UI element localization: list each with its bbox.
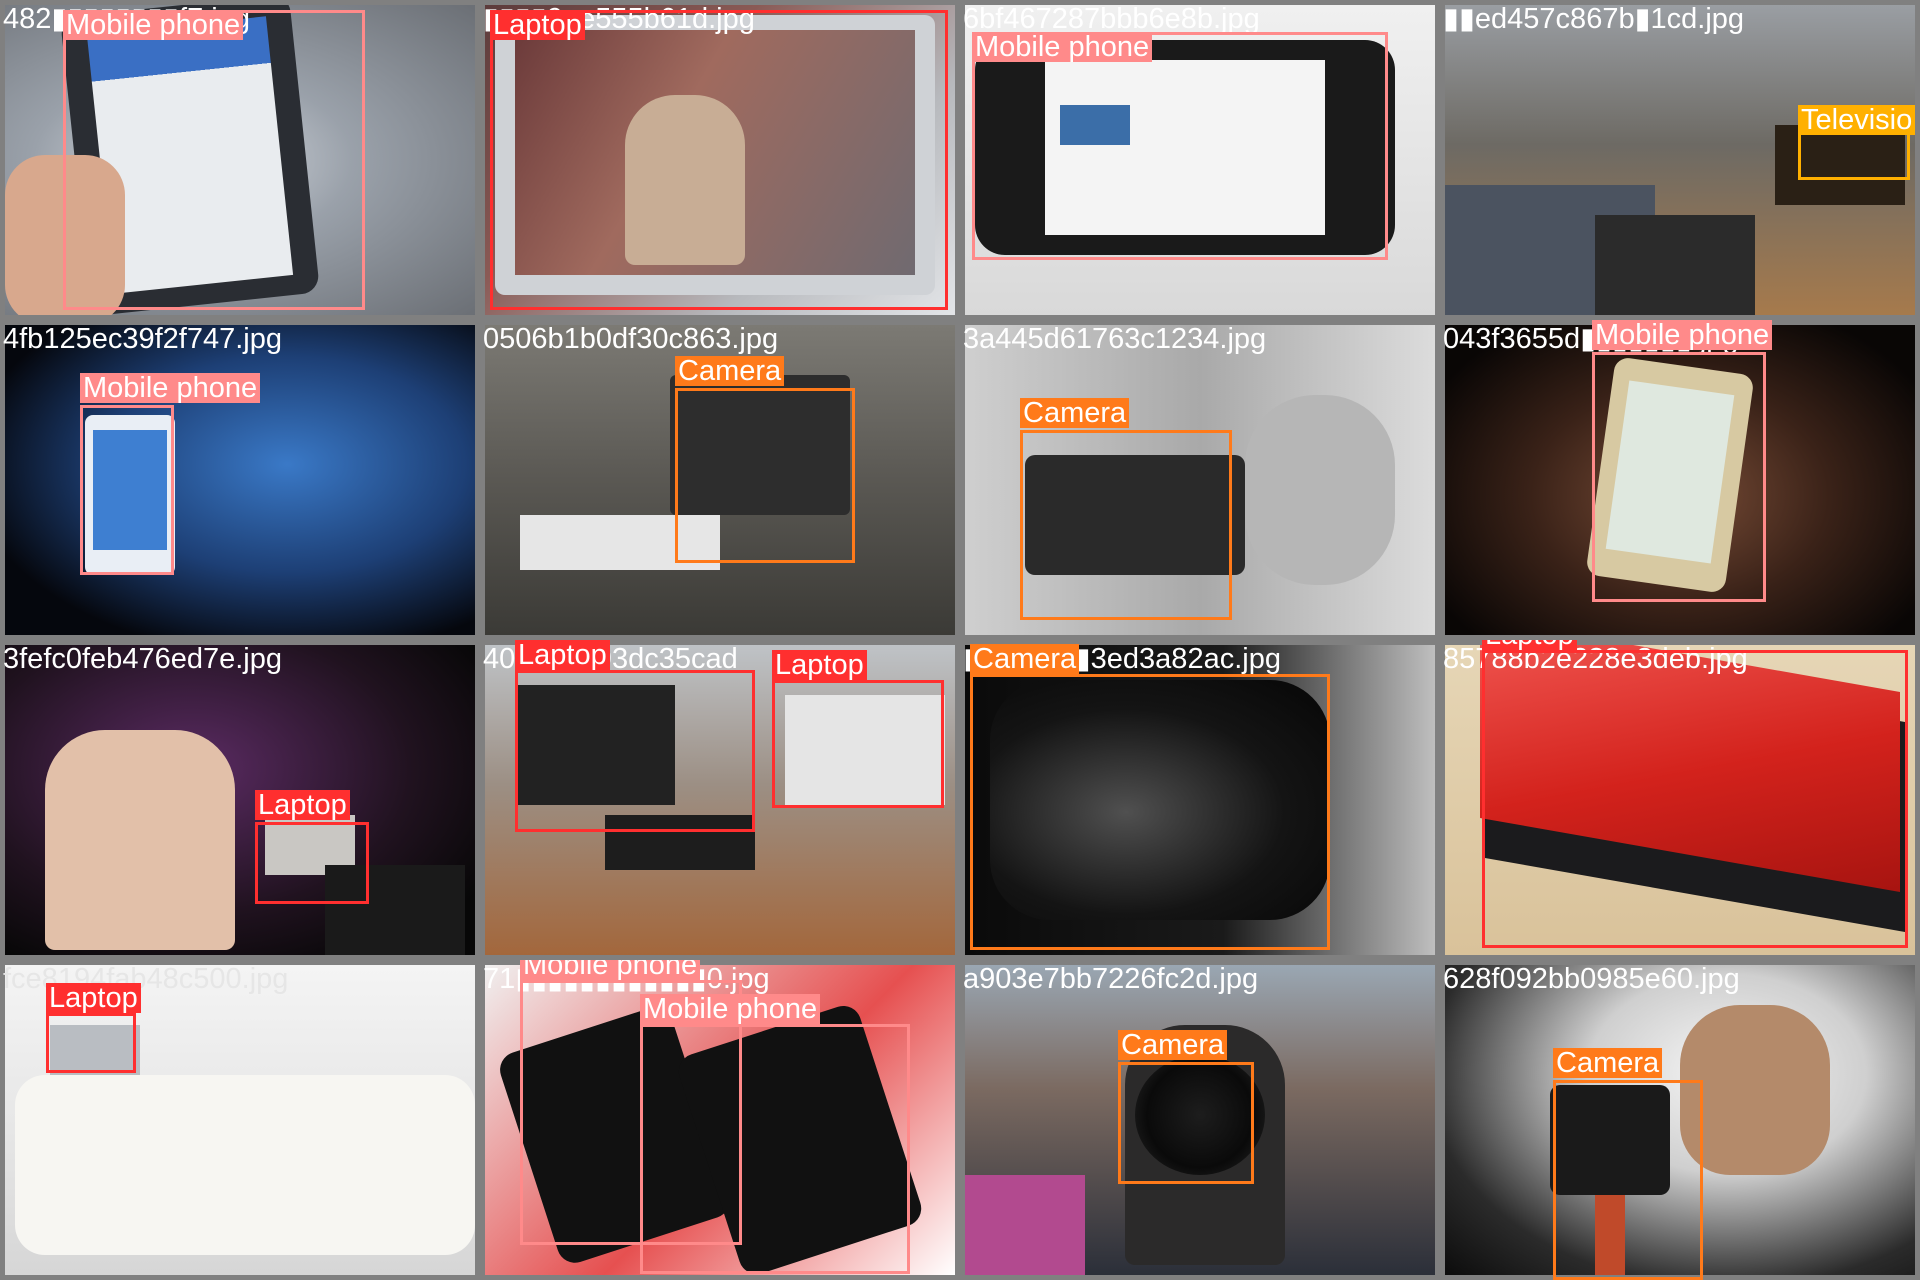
- image-filename: 6bf467287bbb6e8b.jpg: [963, 3, 1260, 35]
- photo: [485, 645, 955, 955]
- detection-box: [772, 680, 944, 808]
- tile-16: 628f092bb0985e60.jpg Camera: [1440, 960, 1920, 1280]
- detection-box: [46, 1013, 136, 1073]
- tile-12: 85788b2e228e3deb.jpg Laptop: [1440, 640, 1920, 960]
- tile-15: a903e7bb7226fc2d.jpg Camera: [960, 960, 1440, 1280]
- detection-label: Camera: [675, 356, 785, 386]
- detection-box: [255, 822, 369, 904]
- detection-box: [1592, 352, 1766, 602]
- tile-7: 3a445d61763c1234.jpg Camera: [960, 320, 1440, 640]
- tile-14: 71▮▮▮▮▮▮▮▮▮▮▮▮0.jpg Mobile phone Mobile …: [480, 960, 960, 1280]
- image-filename: 3a445d61763c1234.jpg: [963, 323, 1267, 355]
- image-filename: ▮▮ed457c867b▮1cd.jpg: [1443, 3, 1745, 35]
- detection-box: [1482, 650, 1908, 948]
- detection-box: [1118, 1062, 1254, 1184]
- detection-label: Mobile phone: [640, 994, 821, 1024]
- tile-4: ▮▮ed457c867b▮1cd.jpg Televisio: [1440, 0, 1920, 320]
- detection-box: [80, 405, 174, 575]
- detection-label: Laptop: [515, 640, 610, 670]
- image-filename: 628f092bb0985e60.jpg: [1443, 963, 1740, 995]
- image-filename: 4fb125ec39f2f747.jpg: [3, 323, 282, 355]
- detection-label: Mobile phone: [972, 32, 1153, 62]
- detection-box: [1553, 1080, 1703, 1280]
- photo: [485, 5, 955, 315]
- detection-label: Televisio: [1798, 105, 1916, 135]
- image-filename: 3fefc0feb476ed7e.jpg: [3, 643, 282, 675]
- detection-box: [640, 1024, 910, 1274]
- detection-label: Laptop: [1482, 640, 1577, 650]
- detection-box: [972, 32, 1388, 260]
- detection-label: Camera: [1020, 398, 1130, 428]
- photo: [1445, 645, 1915, 955]
- detection-label: Mobile phone: [80, 373, 261, 403]
- tile-11: ▮▮▮▮▮▮▮▮3ed3a82ac.jpg Camera: [960, 640, 1440, 960]
- photo: [1445, 5, 1915, 315]
- detection-label: Laptop: [46, 983, 141, 1013]
- image-filename: 0506b1b0df30c863.jpg: [483, 323, 779, 355]
- detection-box: [675, 388, 855, 563]
- tile-3: 6bf467287bbb6e8b.jpg Mobile phone: [960, 0, 1440, 320]
- detection-label: Camera: [1553, 1048, 1663, 1078]
- tile-5: 4fb125ec39f2f747.jpg Mobile phone: [0, 320, 480, 640]
- tile-9: 3fefc0feb476ed7e.jpg Laptop: [0, 640, 480, 960]
- tile-10: 403656193dc35cad Laptop Laptop: [480, 640, 960, 960]
- detection-label: Mobile phone: [520, 960, 701, 980]
- photo: [1445, 965, 1915, 1275]
- detection-label: Camera: [970, 644, 1080, 674]
- detection-label: Laptop: [490, 10, 585, 40]
- detection-box: [970, 674, 1330, 950]
- tile-1: 482▮▮▮▮▮▮▮▮f7.jpg Mobile phone: [0, 0, 480, 320]
- tile-6: 0506b1b0df30c863.jpg Camera: [480, 320, 960, 640]
- image-filename: a903e7bb7226fc2d.jpg: [963, 963, 1259, 995]
- photo: [965, 325, 1435, 635]
- photo: [1445, 325, 1915, 635]
- detection-box: [490, 10, 948, 310]
- tile-8: 043f3655d▮▮▮▮▮▮▮.jpg Mobile phone: [1440, 320, 1920, 640]
- photo: [5, 645, 475, 955]
- photo: [965, 645, 1435, 955]
- detection-box: [1020, 430, 1232, 620]
- detection-label: Camera: [1118, 1030, 1228, 1060]
- detection-label: Mobile phone: [63, 10, 244, 40]
- detection-box: [515, 670, 755, 832]
- photo: [965, 965, 1435, 1275]
- detection-label: Mobile phone: [1592, 320, 1773, 350]
- detection-label: Laptop: [255, 790, 350, 820]
- detection-box: [63, 10, 365, 310]
- photo: [5, 965, 475, 1275]
- tile-2: ▮▮▮▮9ee555b61d.jpg Laptop: [480, 0, 960, 320]
- detection-box: [520, 980, 742, 1245]
- detection-label: Laptop: [772, 650, 867, 680]
- tile-13: fce8194fab48c500.jpg Laptop: [0, 960, 480, 1280]
